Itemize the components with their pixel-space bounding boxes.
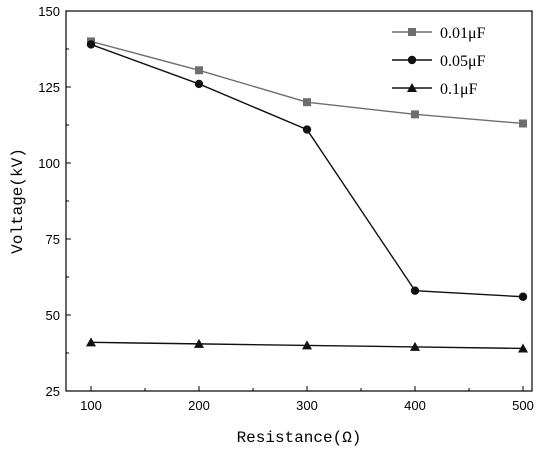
legend-marker (408, 28, 416, 36)
data-point (519, 119, 527, 128)
x-axis-ticks: 100 200 300 400 500 (80, 386, 534, 413)
data-point (194, 338, 204, 348)
data-point (195, 66, 203, 75)
x-tick-label: 200 (188, 398, 210, 413)
series-layer (86, 37, 528, 353)
data-point (410, 286, 420, 295)
data-point (302, 125, 312, 134)
legend-item: 0.01μF (392, 25, 486, 42)
legend-label: 0.01μF (440, 25, 486, 42)
x-tick-label: 400 (404, 398, 426, 413)
x-tick-label: 300 (296, 398, 318, 413)
series-1 (86, 40, 528, 301)
x-axis-label: Resistance(Ω) (237, 429, 362, 447)
data-point (518, 292, 528, 301)
y-tick-label: 100 (38, 156, 60, 171)
legend-marker (407, 83, 417, 92)
legend-label: 0.05μF (440, 53, 486, 70)
y-tick-label: 50 (46, 308, 60, 323)
data-point (518, 343, 528, 353)
y-axis-ticks: 25 50 75 100 125 150 (38, 4, 71, 399)
data-point (86, 40, 96, 49)
legend-marker (407, 55, 417, 65)
legend-label: 0.1μF (440, 81, 478, 98)
y-axis-label: Voltage(kV) (9, 148, 27, 254)
legend-item: 0.1μF (392, 81, 478, 98)
data-point (410, 341, 420, 351)
legend-item: 0.05μF (392, 53, 486, 70)
data-point (302, 340, 312, 350)
y-tick-label: 150 (38, 4, 60, 19)
y-tick-label: 25 (46, 384, 60, 399)
y-tick-label: 125 (38, 80, 60, 95)
x-tick-label: 100 (80, 398, 102, 413)
y-tick-label: 75 (46, 232, 60, 247)
legend: 0.01μF 0.05μF 0.1μF (392, 25, 486, 98)
data-point (411, 110, 419, 119)
data-point (194, 79, 204, 89)
data-point (303, 98, 311, 107)
data-point (86, 337, 96, 347)
x-tick-label: 500 (512, 398, 534, 413)
series-2 (86, 337, 528, 353)
